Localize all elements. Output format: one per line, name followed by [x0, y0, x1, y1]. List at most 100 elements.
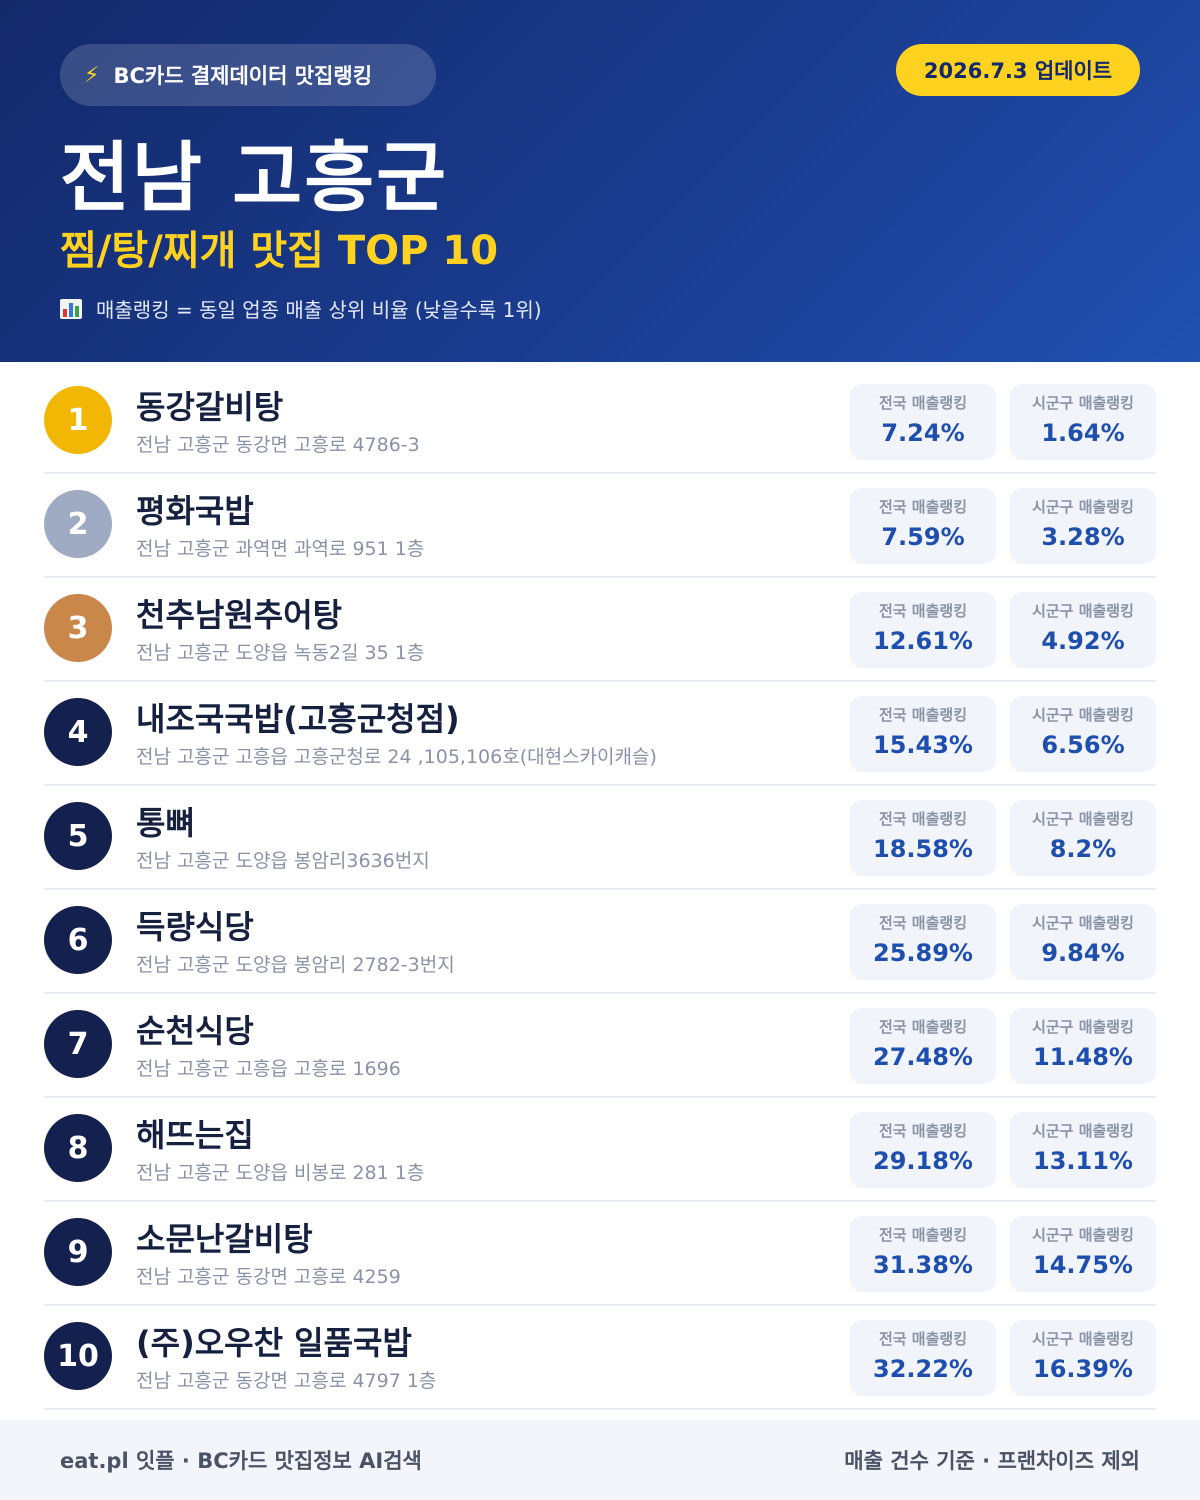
local-ranking-card: 시군구 매출랭킹 11.48% [1010, 1008, 1156, 1084]
restaurant-name[interactable]: 득량식당 [136, 908, 254, 946]
national-ranking-label: 전국 매출랭킹 [878, 394, 968, 412]
national-ranking-value: 29.18% [873, 1147, 973, 1175]
rank-badge: 9 [44, 1218, 112, 1286]
restaurant-name[interactable]: 통뼈 [136, 804, 195, 842]
rank-badge: 10 [44, 1322, 112, 1390]
local-ranking-label: 시군구 매출랭킹 [1032, 1330, 1134, 1348]
local-ranking-value: 13.11% [1033, 1147, 1133, 1175]
brand-label: BC카드 결제데이터 맛집랭킹 [113, 64, 373, 88]
local-ranking-card: 시군구 매출랭킹 4.92% [1010, 592, 1156, 668]
local-ranking-value: 11.48% [1033, 1043, 1133, 1071]
bar-chart-icon [60, 298, 82, 319]
restaurant-row[interactable]: 7 순천식당 전남 고흥군 고흥읍 고흥로 1696 전국 매출랭킹 27.48… [44, 994, 1156, 1098]
restaurant-name[interactable]: 내조국국밥(고흥군청점) [136, 700, 460, 738]
local-ranking-value: 3.28% [1041, 523, 1125, 551]
restaurant-name[interactable]: 순천식당 [136, 1012, 254, 1050]
local-ranking-label: 시군구 매출랭킹 [1032, 394, 1134, 412]
restaurant-name[interactable]: 평화국밥 [136, 492, 254, 530]
local-ranking-value: 16.39% [1033, 1355, 1133, 1383]
rank-badge: 5 [44, 802, 112, 870]
restaurant-name[interactable]: 해뜨는집 [136, 1116, 254, 1154]
national-ranking-value: 32.22% [873, 1355, 973, 1383]
page-subtitle: 찜/탕/찌개 맛집 TOP 10 [60, 228, 499, 274]
national-ranking-label: 전국 매출랭킹 [878, 602, 968, 620]
national-ranking-label: 전국 매출랭킹 [878, 706, 968, 724]
rank-badge: 4 [44, 698, 112, 766]
restaurant-row[interactable]: 2 평화국밥 전남 고흥군 과역면 과역로 951 1층 전국 매출랭킹 7.5… [44, 474, 1156, 578]
restaurant-address: 전남 고흥군 동강면 고흥로 4259 [136, 1266, 401, 1288]
local-ranking-card: 시군구 매출랭킹 14.75% [1010, 1216, 1156, 1292]
national-ranking-card: 전국 매출랭킹 31.38% [850, 1216, 996, 1292]
national-ranking-card: 전국 매출랭킹 7.59% [850, 488, 996, 564]
restaurant-row[interactable]: 8 해뜨는집 전남 고흥군 도양읍 비봉로 281 1층 전국 매출랭킹 29.… [44, 1098, 1156, 1202]
national-ranking-value: 7.24% [881, 419, 965, 447]
restaurant-list: 1 동강갈비탕 전남 고흥군 동강면 고흥로 4786-3 전국 매출랭킹 7.… [44, 370, 1156, 1410]
rank-badge: 3 [44, 594, 112, 662]
local-ranking-label: 시군구 매출랭킹 [1032, 706, 1134, 724]
restaurant-row[interactable]: 6 득량식당 전남 고흥군 도양읍 봉암리 2782-3번지 전국 매출랭킹 2… [44, 890, 1156, 994]
restaurant-address: 전남 고흥군 도양읍 녹동2길 35 1층 [136, 642, 425, 664]
local-ranking-label: 시군구 매출랭킹 [1032, 1018, 1134, 1036]
restaurant-row[interactable]: 3 천추남원추어탕 전남 고흥군 도양읍 녹동2길 35 1층 전국 매출랭킹 … [44, 578, 1156, 682]
national-ranking-label: 전국 매출랭킹 [878, 810, 968, 828]
local-ranking-card: 시군구 매출랭킹 13.11% [1010, 1112, 1156, 1188]
update-date-badge: 2026.7.3 업데이트 [896, 44, 1140, 96]
local-ranking-card: 시군구 매출랭킹 9.84% [1010, 904, 1156, 980]
national-ranking-card: 전국 매출랭킹 12.61% [850, 592, 996, 668]
national-ranking-label: 전국 매출랭킹 [878, 914, 968, 932]
restaurant-address: 전남 고흥군 고흥읍 고흥군청로 24 ,105,106호(대현스카이캐슬) [136, 746, 657, 768]
national-ranking-value: 7.59% [881, 523, 965, 551]
local-ranking-value: 8.2% [1049, 835, 1117, 863]
restaurant-address: 전남 고흥군 도양읍 봉암리3636번지 [136, 850, 430, 872]
restaurant-name[interactable]: 소문난갈비탕 [136, 1220, 313, 1258]
restaurant-row[interactable]: 9 소문난갈비탕 전남 고흥군 동강면 고흥로 4259 전국 매출랭킹 31.… [44, 1202, 1156, 1306]
local-ranking-value: 4.92% [1041, 627, 1125, 655]
restaurant-row[interactable]: 10 (주)오우찬 일품국밥 전남 고흥군 동강면 고흥로 4797 1층 전국… [44, 1306, 1156, 1410]
national-ranking-value: 25.89% [873, 939, 973, 967]
restaurant-name[interactable]: 천추남원추어탕 [136, 596, 343, 634]
footer-criteria: 매출 건수 기준 · 프랜차이즈 제외 [844, 1449, 1140, 1473]
footer: eat.pl 잇플 · BC카드 맛집정보 AI검색 매출 건수 기준 · 프랜… [0, 1420, 1200, 1500]
local-ranking-card: 시군구 매출랭킹 3.28% [1010, 488, 1156, 564]
local-ranking-label: 시군구 매출랭킹 [1032, 914, 1134, 932]
national-ranking-label: 전국 매출랭킹 [878, 1122, 968, 1140]
restaurant-address: 전남 고흥군 동강면 고흥로 4786-3 [136, 434, 420, 456]
restaurant-address: 전남 고흥군 도양읍 봉암리 2782-3번지 [136, 954, 455, 976]
national-ranking-value: 27.48% [873, 1043, 973, 1071]
restaurant-name[interactable]: 동강갈비탕 [136, 388, 284, 426]
page-title: 전남 고흥군 [60, 133, 449, 222]
local-ranking-value: 1.64% [1041, 419, 1125, 447]
local-ranking-label: 시군구 매출랭킹 [1032, 602, 1134, 620]
local-ranking-value: 9.84% [1041, 939, 1125, 967]
restaurant-address: 전남 고흥군 고흥읍 고흥로 1696 [136, 1058, 401, 1080]
ranking-note: 매출랭킹 = 동일 업종 매출 상위 비율 (낮을수록 1위) [60, 294, 542, 323]
national-ranking-card: 전국 매출랭킹 32.22% [850, 1320, 996, 1396]
lightning-bolt-icon: ⚡ [84, 62, 100, 88]
national-ranking-card: 전국 매출랭킹 29.18% [850, 1112, 996, 1188]
national-ranking-label: 전국 매출랭킹 [878, 1226, 968, 1244]
restaurant-row[interactable]: 5 통뼈 전남 고흥군 도양읍 봉암리3636번지 전국 매출랭킹 18.58%… [44, 786, 1156, 890]
local-ranking-label: 시군구 매출랭킹 [1032, 1122, 1134, 1140]
national-ranking-card: 전국 매출랭킹 18.58% [850, 800, 996, 876]
restaurant-row[interactable]: 4 내조국국밥(고흥군청점) 전남 고흥군 고흥읍 고흥군청로 24 ,105,… [44, 682, 1156, 786]
local-ranking-card: 시군구 매출랭킹 1.64% [1010, 384, 1156, 460]
footer-source: eat.pl 잇플 · BC카드 맛집정보 AI검색 [60, 1449, 422, 1473]
national-ranking-value: 31.38% [873, 1251, 973, 1279]
rank-badge: 7 [44, 1010, 112, 1078]
rank-badge: 6 [44, 906, 112, 974]
local-ranking-label: 시군구 매출랭킹 [1032, 810, 1134, 828]
restaurant-row[interactable]: 1 동강갈비탕 전남 고흥군 동강면 고흥로 4786-3 전국 매출랭킹 7.… [44, 370, 1156, 474]
national-ranking-card: 전국 매출랭킹 7.24% [850, 384, 996, 460]
national-ranking-value: 15.43% [873, 731, 973, 759]
header-banner: ⚡ BC카드 결제데이터 맛집랭킹 2026.7.3 업데이트 전남 고흥군 찜… [0, 0, 1200, 362]
restaurant-name[interactable]: (주)오우찬 일품국밥 [136, 1324, 412, 1362]
national-ranking-value: 18.58% [873, 835, 973, 863]
rank-badge: 2 [44, 490, 112, 558]
restaurant-address: 전남 고흥군 도양읍 비봉로 281 1층 [136, 1162, 425, 1184]
local-ranking-value: 6.56% [1041, 731, 1125, 759]
local-ranking-card: 시군구 매출랭킹 8.2% [1010, 800, 1156, 876]
local-ranking-label: 시군구 매출랭킹 [1032, 498, 1134, 516]
rank-badge: 1 [44, 386, 112, 454]
national-ranking-label: 전국 매출랭킹 [878, 1018, 968, 1036]
national-ranking-label: 전국 매출랭킹 [878, 1330, 968, 1348]
